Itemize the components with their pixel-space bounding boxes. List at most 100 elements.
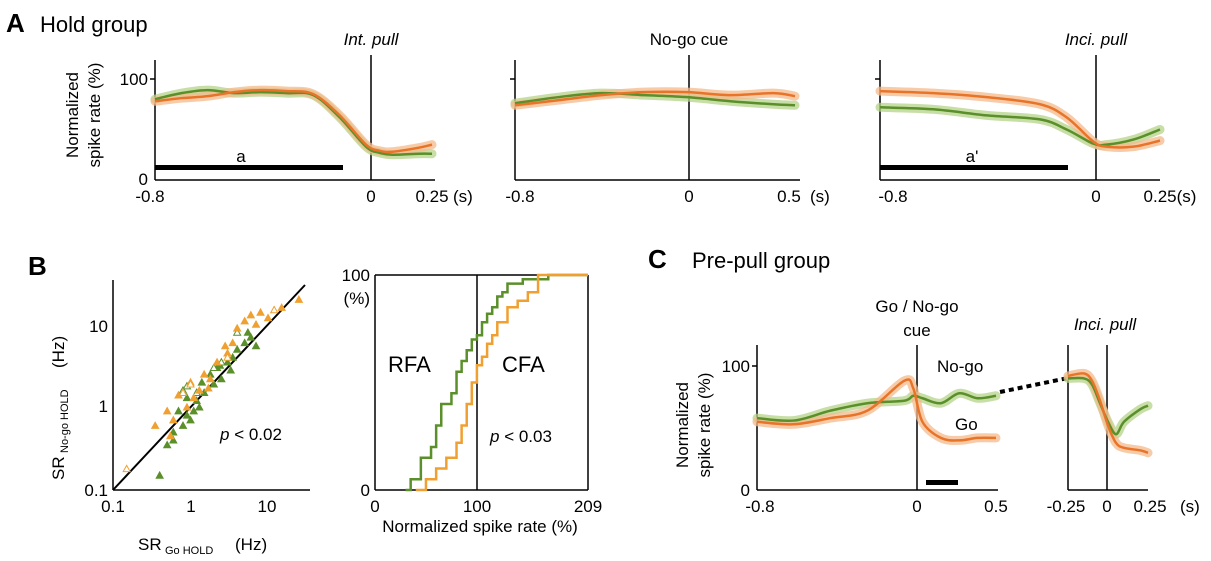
band-0-1 [150, 85, 437, 157]
scatter-point-2-13 [240, 316, 250, 325]
panel-a-int-pull-plot: a Int. pull -0.8 0 0.25 (s) [135, 30, 472, 206]
scatter-point-0-4 [178, 421, 188, 429]
panel-a-nogo-cue-plot: No-go cue -0.8 0 0.5 (s) [505, 30, 829, 206]
scatter-point-0-5 [182, 410, 192, 419]
cdf-cfa-label: CFA [502, 352, 545, 377]
scatter-point-0-23 [197, 377, 207, 386]
scatter-point-2-17 [277, 303, 287, 311]
scatter-point-2-9 [212, 357, 222, 366]
scatter-ytick-10: 10 [89, 317, 108, 336]
scatter-point-3-0 [122, 464, 131, 473]
scatter-point-0-0 [155, 470, 165, 479]
a3-bar [880, 165, 1068, 170]
scatter-xtick-10: 10 [258, 497, 277, 516]
scatter-ylabel-sub: No-go HOLD [59, 389, 71, 453]
band-2-0 [875, 102, 1165, 150]
a2-event-label: No-go cue [650, 30, 728, 49]
cdf-xtick-0: 0 [370, 497, 379, 516]
trace-2-1 [879, 89, 1161, 149]
trace-1-0 [514, 91, 796, 107]
data-traces [122, 85, 1165, 492]
panel-c-inci-pull-plot: Inci. pull -0.25 0 0.25 (s) [1047, 315, 1200, 516]
cdf-step-rfa [405, 273, 588, 492]
panel-a-ytick-0: 0 [139, 170, 148, 189]
scatter-p-value: p < 0.02 [219, 425, 282, 444]
cdf-ytick-0: 0 [361, 481, 370, 500]
scatter-point-0-21 [182, 393, 192, 402]
scatter-ytick-01: 0.1 [84, 481, 108, 500]
scatter-point-2-19 [166, 431, 175, 440]
c1-event-line2: cue [903, 321, 930, 340]
scatter-point-0-26 [243, 327, 253, 336]
scatter-p-label: p [219, 425, 229, 444]
c2-xtick-2: 0.25 [1133, 497, 1166, 516]
trace-0-1 [154, 88, 433, 154]
scatter-point-0-2 [168, 427, 178, 436]
a2-xtick-2: 0.5 [777, 187, 801, 206]
panel-c-ylabel-line2: spike rate (%) [695, 373, 714, 478]
scatter-point-2-16 [263, 313, 273, 322]
scatter-point-0-11 [209, 379, 219, 388]
scatter-point-0-15 [228, 352, 238, 361]
trace-6-1 [1067, 372, 1149, 454]
scatter-point-2-23 [251, 319, 261, 328]
panel-a-inci-pull-plot: a' Inci. pull -0.8 0 0.25(s) [875, 30, 1196, 206]
cdf-step-cfa [415, 273, 588, 492]
scatter-point-0-25 [226, 365, 236, 374]
scatter-point-0-14 [223, 357, 232, 366]
scatter-point-2-20 [189, 393, 199, 402]
cdf-xlabel: Normalized spike rate (%) [382, 517, 578, 536]
scatter-point-2-21 [204, 383, 213, 392]
scatter-point-0-20 [168, 435, 178, 444]
cdf-p-text: < 0.03 [499, 427, 551, 446]
trace-1-1 [514, 90, 796, 107]
panel-c-ylabel-line1: Normalized [673, 382, 692, 468]
panel-b-scatter: 0.1 1 10 0.1 1 10 SR Go HOLD (Hz) SR No-… [49, 280, 310, 557]
c1-bar [926, 480, 958, 485]
scatter-point-0-16 [232, 344, 242, 353]
a1-xtick-1: 0 [366, 187, 375, 206]
a1-bar-label: a [236, 147, 246, 166]
connector-dotted-line [999, 376, 1069, 394]
panel-a-ytick-100: 100 [120, 70, 148, 89]
scatter-point-2-8 [205, 374, 215, 383]
panel-a-ylabel-line1: Normalized [63, 72, 82, 158]
a1-xtick-0: -0.8 [135, 187, 164, 206]
scatter-point-2-4 [182, 402, 192, 411]
c1-xtick-2: 0.5 [984, 497, 1008, 516]
scatter-xlabel-main: SR [138, 535, 162, 554]
a3-bar-label: a' [966, 147, 979, 166]
scatter-ylabel: SR No-go HOLD (Hz) [49, 336, 71, 480]
trace-5-1 [756, 378, 997, 442]
scatter-point-2-12 [232, 323, 242, 332]
panel-b-letter: B [28, 251, 47, 281]
a1-unit: (s) [453, 187, 473, 206]
panel-c-letter: C [648, 244, 667, 274]
scatter-point-2-18 [294, 295, 304, 303]
panel-c-ytick-100: 100 [722, 357, 750, 376]
c2-event-label: Inci. pull [1074, 315, 1138, 334]
a2-unit: (s) [810, 187, 830, 206]
scatter-point-1-5 [232, 327, 242, 336]
scatter-point-0-13 [217, 374, 226, 383]
scatter-point-0-3 [174, 406, 183, 415]
scatter-point-3-1 [178, 388, 188, 396]
scatter-point-2-11 [228, 338, 238, 347]
scatter-point-0-1 [162, 440, 172, 449]
c2-xtick-0: -0.25 [1047, 497, 1086, 516]
scatter-point-2-1 [162, 406, 172, 415]
scatter-point-0-22 [189, 406, 199, 415]
cdf-yunit: (%) [344, 289, 370, 308]
scatter-point-3-4 [269, 305, 279, 314]
trace-5-0 [756, 391, 997, 423]
panel-a-title: Hold group [40, 12, 148, 37]
a2-xtick-1: 0 [684, 187, 693, 206]
scatter-point-3-2 [186, 379, 195, 388]
cdf-p-label: p [489, 427, 499, 446]
scatter-xlabel-unit: (Hz) [235, 535, 267, 554]
scatter-xlabel: SR Go HOLD (Hz) [138, 535, 267, 557]
c1-xtick-1: 0 [912, 497, 921, 516]
scatter-point-2-0 [150, 421, 160, 429]
c2-unit: (s) [1180, 497, 1200, 516]
